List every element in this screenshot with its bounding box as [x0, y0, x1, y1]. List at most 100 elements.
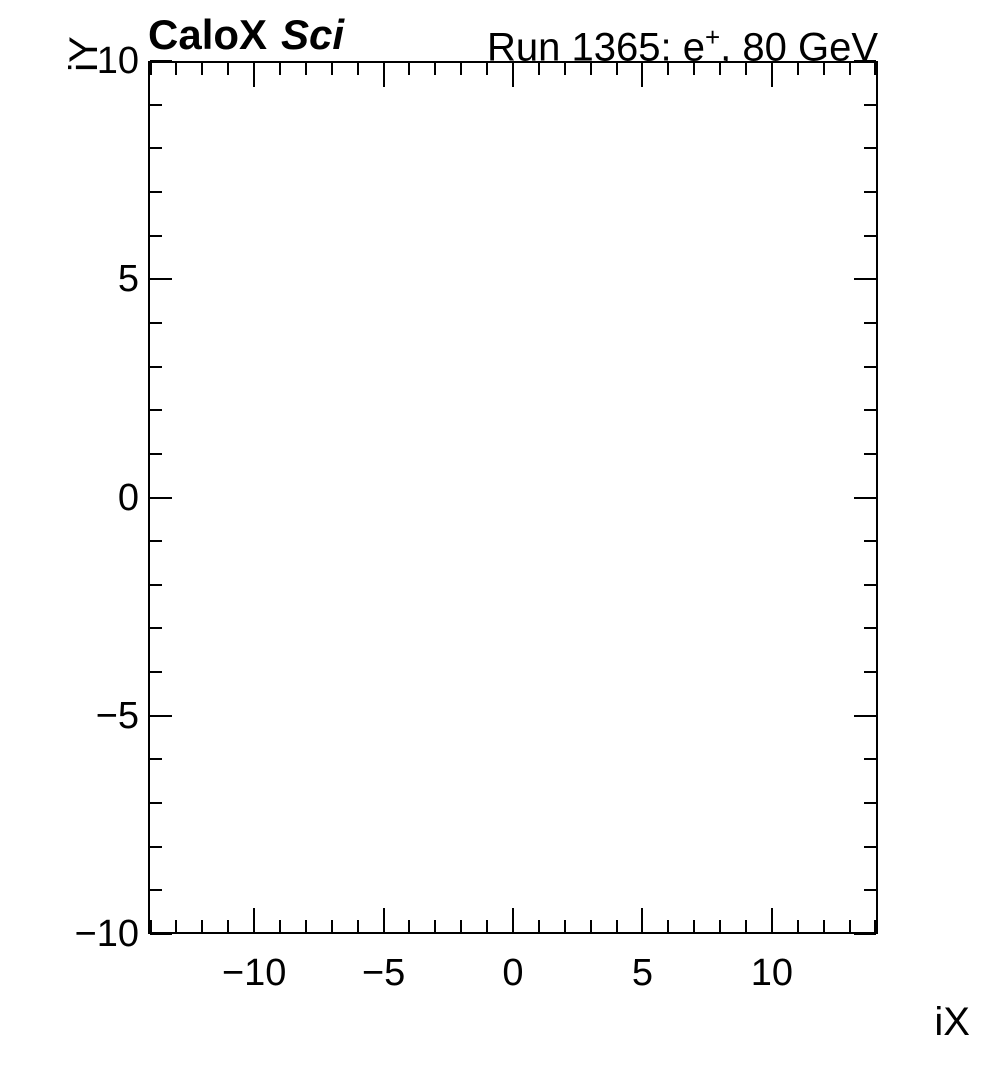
x-axis-tick: [641, 908, 643, 932]
x-axis-tick-top: [641, 63, 643, 87]
x-tick-label: −10: [221, 952, 287, 994]
x-axis-tick: [693, 920, 695, 932]
y-axis-tick: [150, 322, 162, 324]
y-axis-tick: [150, 540, 162, 542]
x-axis-tick-top: [538, 63, 540, 75]
x-tick-label: 10: [750, 952, 793, 994]
y-axis-tick-right: [864, 802, 876, 804]
y-axis-tick: [150, 191, 162, 193]
x-axis-tick: [564, 920, 566, 932]
x-axis-tick-top: [564, 63, 566, 75]
y-axis-tick-right: [864, 540, 876, 542]
y-axis-tick-right: [854, 60, 876, 62]
x-axis-tick-top: [357, 63, 359, 75]
x-axis-tick: [745, 920, 747, 932]
x-axis-tick: [305, 920, 307, 932]
y-tick-label: −5: [95, 694, 139, 737]
x-axis-tick-top: [693, 63, 695, 75]
x-axis-tick: [486, 920, 488, 932]
x-axis-tick-top: [797, 63, 799, 75]
x-axis-tick: [719, 920, 721, 932]
x-axis-tick: [616, 920, 618, 932]
y-axis-tick: [150, 409, 162, 411]
x-axis-tick: [460, 920, 462, 932]
x-axis-tick: [383, 908, 385, 932]
y-axis-tick-right: [864, 889, 876, 891]
x-axis-tick: [279, 920, 281, 932]
y-axis-tick: [150, 497, 172, 499]
plot-title: CaloX Sci: [148, 12, 344, 58]
x-axis-tick: [227, 920, 229, 932]
x-axis-tick: [150, 920, 152, 932]
x-axis-tick-top: [279, 63, 281, 75]
y-axis-tick-right: [864, 846, 876, 848]
x-axis-tick: [874, 920, 876, 932]
y-axis-tick: [150, 147, 162, 149]
x-axis-tick-top: [486, 63, 488, 75]
x-axis-tick: [253, 908, 255, 932]
y-tick-label: 0: [117, 476, 139, 519]
x-axis-tick: [823, 920, 825, 932]
x-axis-tick: [175, 920, 177, 932]
y-axis-tick-right: [864, 584, 876, 586]
x-axis-tick: [538, 920, 540, 932]
y-axis-tick-right: [864, 627, 876, 629]
y-axis-tick-right: [864, 758, 876, 760]
x-axis-tick-top: [874, 63, 876, 75]
x-tick-label: 5: [631, 952, 653, 994]
y-axis-tick-right: [864, 409, 876, 411]
x-axis-tick: [590, 920, 592, 932]
y-axis-tick-right: [854, 715, 876, 717]
plot-frame: [148, 61, 878, 934]
y-axis-tick: [150, 60, 172, 62]
y-axis-tick: [150, 235, 162, 237]
y-axis-tick-right: [864, 453, 876, 455]
x-axis-tick-top: [460, 63, 462, 75]
y-axis-tick: [150, 715, 172, 717]
y-axis-tick-right: [864, 147, 876, 149]
y-axis-tick-right: [864, 366, 876, 368]
y-axis-tick-right: [864, 191, 876, 193]
y-tick-label: 10: [96, 40, 139, 82]
y-axis-tick-right: [854, 497, 876, 499]
run-label-sup: +: [704, 22, 721, 52]
y-axis-tick: [150, 671, 162, 673]
x-axis-tick-top: [150, 63, 152, 75]
x-axis-tick: [357, 920, 359, 932]
plot-title-sub: Sci: [281, 11, 345, 58]
y-tick-label: 5: [117, 258, 139, 301]
x-axis-tick: [667, 920, 669, 932]
x-axis-tick-top: [227, 63, 229, 75]
x-tick-label: −5: [361, 952, 406, 994]
y-axis-tick: [150, 846, 162, 848]
y-axis-tick: [150, 802, 162, 804]
y-axis-tick-right: [854, 278, 876, 280]
x-axis-tick: [331, 920, 333, 932]
y-axis-tick-right: [864, 322, 876, 324]
x-axis-tick: [201, 920, 203, 932]
x-axis-tick-top: [590, 63, 592, 75]
x-axis-tick-top: [331, 63, 333, 75]
x-axis-tick-top: [305, 63, 307, 75]
y-tick-label: −10: [74, 913, 139, 955]
x-axis-tick-top: [253, 63, 255, 87]
y-axis-tick: [150, 584, 162, 586]
y-axis-tick: [150, 627, 162, 629]
x-tick-label: 0: [502, 952, 524, 994]
x-axis-tick-top: [823, 63, 825, 75]
x-axis-tick-top: [175, 63, 177, 75]
x-axis-tick-top: [616, 63, 618, 75]
y-axis-tick: [150, 889, 162, 891]
x-axis-tick-top: [408, 63, 410, 75]
x-axis-tick-top: [719, 63, 721, 75]
y-axis-tick: [150, 104, 162, 106]
x-axis-tick: [849, 920, 851, 932]
x-axis-tick-top: [434, 63, 436, 75]
x-axis-tick: [408, 920, 410, 932]
y-axis-tick: [150, 453, 162, 455]
y-axis-tick: [150, 933, 172, 935]
x-axis-tick-top: [201, 63, 203, 75]
y-axis-tick-right: [854, 933, 876, 935]
y-axis-tick: [150, 366, 162, 368]
